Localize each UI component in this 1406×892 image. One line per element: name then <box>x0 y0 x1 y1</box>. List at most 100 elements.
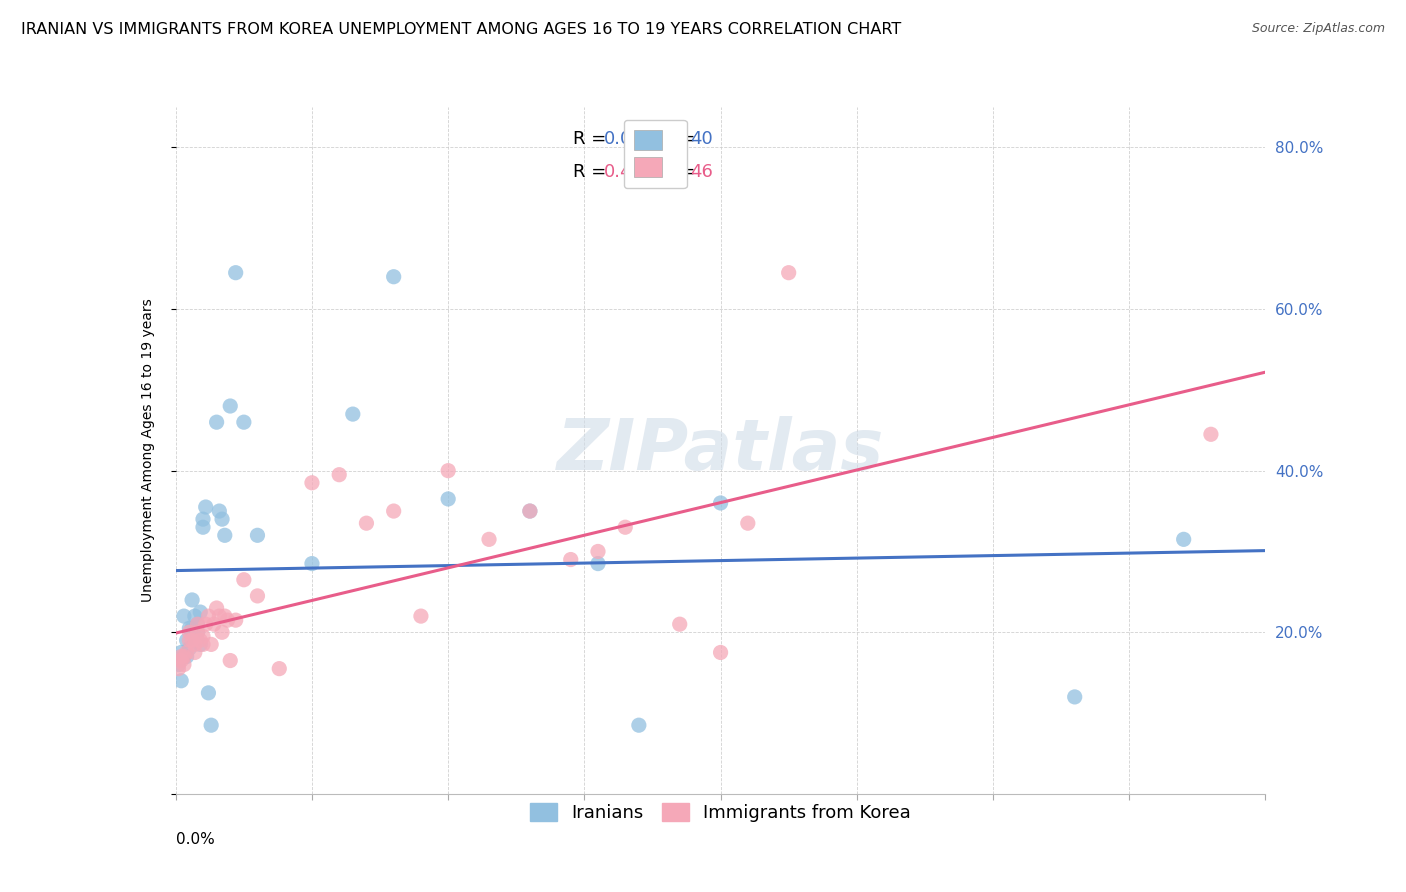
Point <box>170 673 193 688</box>
Point <box>208 504 231 518</box>
Point <box>1173 533 1195 547</box>
Point <box>181 633 204 648</box>
Point <box>519 504 541 518</box>
Point <box>170 645 193 659</box>
Point <box>205 601 228 615</box>
Point <box>188 637 211 651</box>
Point <box>211 625 233 640</box>
Point <box>179 641 201 656</box>
Point <box>188 633 211 648</box>
Point <box>197 686 219 700</box>
Point <box>382 504 405 518</box>
Point <box>173 649 195 664</box>
Text: Source: ZipAtlas.com: Source: ZipAtlas.com <box>1251 22 1385 36</box>
Legend: Iranians, Immigrants from Korea: Iranians, Immigrants from Korea <box>523 796 918 830</box>
Point <box>382 269 405 284</box>
Point <box>186 625 209 640</box>
Point <box>478 533 501 547</box>
Text: N =: N = <box>661 163 700 181</box>
Point <box>219 654 242 668</box>
Point <box>202 617 225 632</box>
Point <box>437 464 460 478</box>
Point <box>246 589 269 603</box>
Point <box>173 649 195 664</box>
Point <box>519 504 541 518</box>
Point <box>179 633 201 648</box>
Point <box>170 654 193 668</box>
Point <box>668 617 690 632</box>
Text: N =: N = <box>661 130 700 148</box>
Point <box>179 621 201 635</box>
Point <box>200 718 222 732</box>
Point <box>342 407 364 421</box>
Text: R =: R = <box>574 130 613 148</box>
Point <box>214 609 236 624</box>
Point <box>191 637 214 651</box>
Point <box>710 496 733 510</box>
Point <box>301 475 323 490</box>
Point <box>188 605 211 619</box>
Point <box>186 625 209 640</box>
Point <box>184 645 207 659</box>
Point <box>184 609 207 624</box>
Point <box>176 645 198 659</box>
Point <box>186 617 209 632</box>
Point <box>191 629 214 643</box>
Point <box>184 637 207 651</box>
Point <box>710 645 733 659</box>
Point <box>181 621 204 635</box>
Point <box>194 500 217 514</box>
Point <box>217 613 239 627</box>
Point <box>176 633 198 648</box>
Point <box>246 528 269 542</box>
Point <box>211 512 233 526</box>
Y-axis label: Unemployment Among Ages 16 to 19 years: Unemployment Among Ages 16 to 19 years <box>141 299 155 602</box>
Point <box>208 609 231 624</box>
Point <box>778 266 800 280</box>
Point <box>328 467 350 482</box>
Point <box>179 625 201 640</box>
Point <box>205 415 228 429</box>
Point <box>586 544 609 558</box>
Point <box>176 649 198 664</box>
Text: 0.083: 0.083 <box>605 130 655 148</box>
Point <box>1199 427 1222 442</box>
Text: 40: 40 <box>690 130 713 148</box>
Point <box>1063 690 1085 704</box>
Point <box>186 617 209 632</box>
Point <box>181 593 204 607</box>
Point <box>301 557 323 571</box>
Text: R =: R = <box>574 163 613 181</box>
Text: 0.479: 0.479 <box>605 163 655 181</box>
Point <box>737 516 759 531</box>
Point <box>214 528 236 542</box>
Text: 46: 46 <box>690 163 713 181</box>
Text: ZIPatlas: ZIPatlas <box>557 416 884 485</box>
Point <box>232 415 254 429</box>
Text: 0.0%: 0.0% <box>176 831 215 847</box>
Point <box>191 520 214 534</box>
Point <box>409 609 432 624</box>
Point <box>170 649 193 664</box>
Point <box>173 657 195 672</box>
Point <box>627 718 650 732</box>
Point <box>356 516 378 531</box>
Point <box>167 657 190 672</box>
Point <box>614 520 637 534</box>
Point <box>197 609 219 624</box>
Text: IRANIAN VS IMMIGRANTS FROM KOREA UNEMPLOYMENT AMONG AGES 16 TO 19 YEARS CORRELAT: IRANIAN VS IMMIGRANTS FROM KOREA UNEMPLO… <box>21 22 901 37</box>
Point <box>586 557 609 571</box>
Point <box>437 491 460 506</box>
Point <box>200 637 222 651</box>
Point <box>232 573 254 587</box>
Point <box>219 399 242 413</box>
Point <box>225 613 247 627</box>
Point <box>173 609 195 624</box>
Point <box>194 617 217 632</box>
Point <box>184 629 207 643</box>
Point <box>167 662 190 676</box>
Point <box>560 552 582 566</box>
Point <box>269 662 291 676</box>
Point <box>225 266 247 280</box>
Point <box>191 512 214 526</box>
